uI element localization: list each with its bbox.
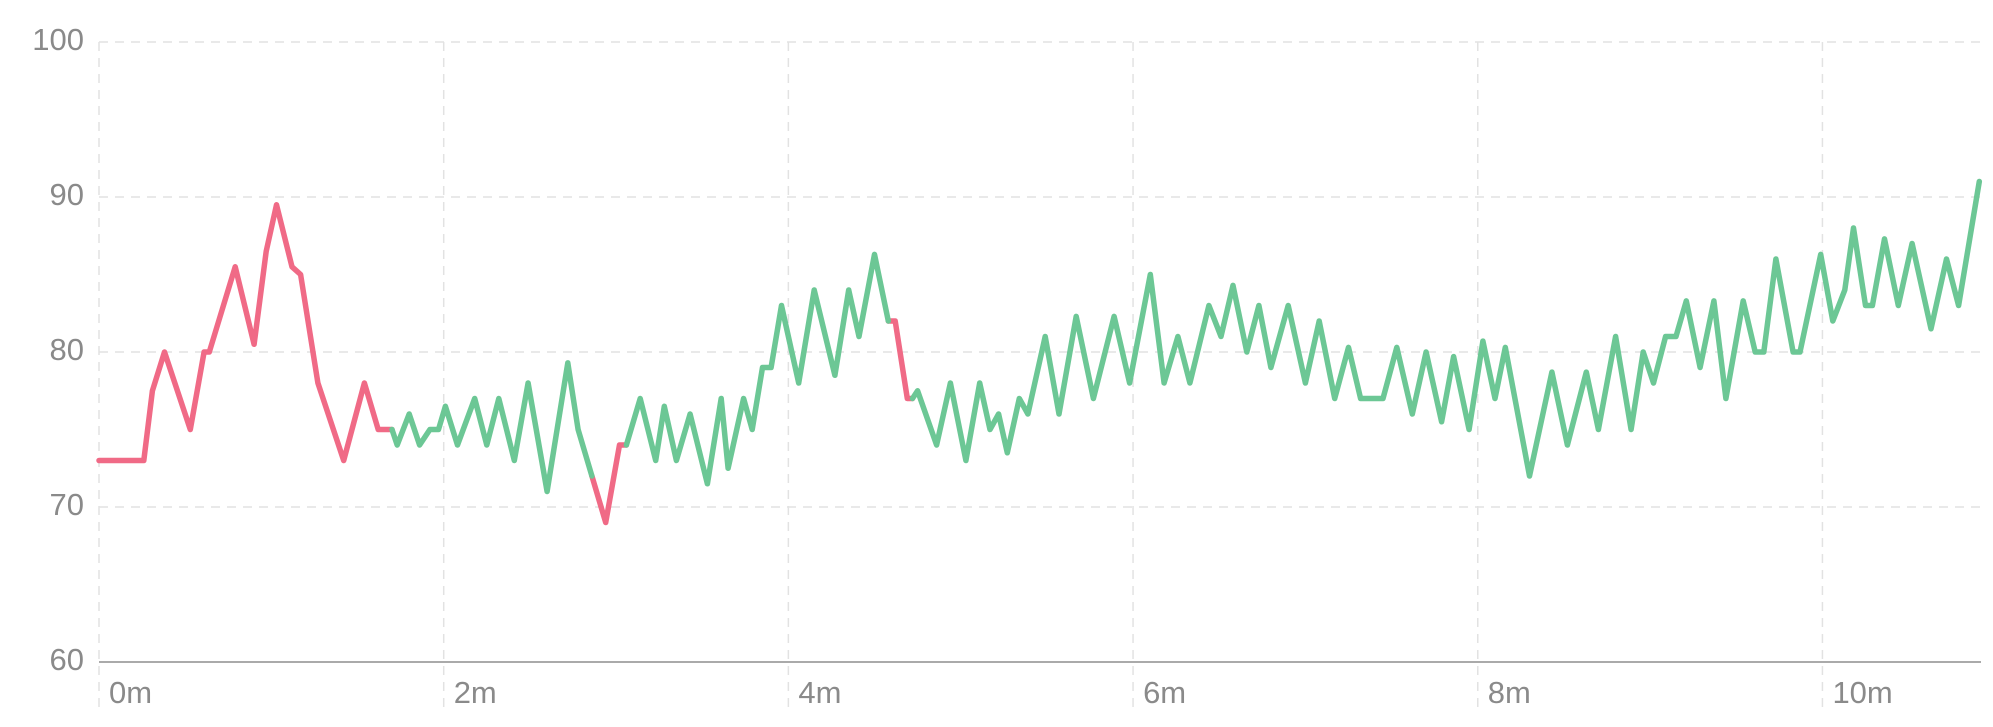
y-tick-label: 60 <box>50 642 84 677</box>
x-tick-label: 0m <box>109 675 152 710</box>
y-tick-label: 100 <box>32 22 84 57</box>
data-line <box>96 202 916 526</box>
data-line <box>389 178 1983 495</box>
y-tick-label: 70 <box>50 487 84 522</box>
x-tick-label: 2m <box>454 675 497 710</box>
x-tick-label: 4m <box>798 675 841 710</box>
x-tick-label: 8m <box>1488 675 1531 710</box>
x-tick-label: 10m <box>1832 675 1892 710</box>
y-tick-label: 90 <box>50 177 84 212</box>
y-tick-label: 80 <box>50 332 84 367</box>
x-tick-label: 6m <box>1143 675 1186 710</box>
